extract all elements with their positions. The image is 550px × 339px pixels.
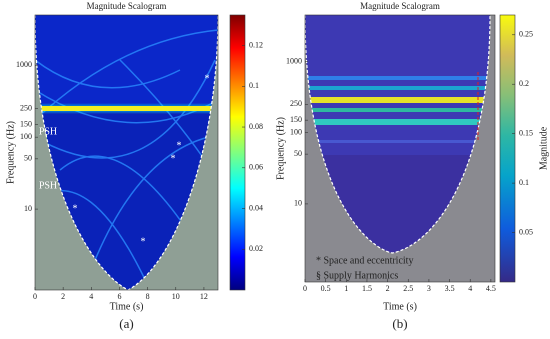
colorbar-tick-label: 0.02 [249, 244, 263, 253]
scalogram-image [304, 14, 496, 283]
x-tick-label: 0.5 [321, 284, 331, 293]
x-tick-label: 2.5 [403, 284, 413, 293]
colorbar-tick-label: 0.1 [519, 178, 529, 187]
colorbar-tick-label: 0.06 [249, 163, 263, 172]
y-tick-label: 10 [294, 199, 302, 208]
colorbar-tick-label: 0.15 [519, 128, 533, 137]
y-tick-label: 250 [290, 99, 302, 108]
legend-note: § Supply Harmonics [316, 270, 398, 281]
colorbar-tick-label: 0.08 [249, 122, 263, 131]
colorbar-tick-label: 0.2 [519, 79, 529, 88]
y-axis-label: Frequency (Hz) [275, 117, 286, 180]
x-tick-label: 3 [427, 284, 431, 293]
colorbar-tick-label: 0.04 [249, 203, 263, 212]
y-tick-label: 100 [20, 132, 32, 141]
x-tick-label: 12 [200, 292, 208, 301]
annotation: * [205, 73, 210, 84]
x-tick-label: 1.5 [362, 284, 372, 293]
annotation: * [73, 203, 78, 214]
y-tick-label: 1000 [16, 60, 32, 69]
y-tick-label: 1000 [286, 56, 302, 65]
x-tick-label: 10 [172, 292, 180, 301]
annotation: * [171, 153, 176, 164]
x-tick-label: 2 [386, 284, 390, 293]
y-tick-label: 50 [294, 149, 302, 158]
x-tick-label: 2 [61, 292, 65, 301]
x-tick-label: 1 [344, 284, 348, 293]
x-tick-label: 4.5 [486, 284, 496, 293]
panel-label: (a) [119, 316, 133, 331]
annotation: PSH [39, 180, 57, 191]
colorbar-tick-label: 0.25 [519, 30, 533, 39]
y-tick-label: 250 [20, 103, 32, 112]
x-axis-label: Time (s) [383, 301, 417, 312]
annotation: * [177, 140, 182, 151]
legend-note: * Space and eccentricity [316, 255, 413, 266]
colorbar-tick-label: 0.05 [519, 227, 533, 236]
chart-title: Magnitude Scalogram [87, 1, 167, 11]
y-tick-label: 10 [24, 204, 32, 213]
panel-label: (b) [392, 316, 407, 331]
colorbar-label: Magnitude [538, 126, 549, 170]
x-axis-label: Time (s) [110, 301, 144, 312]
x-tick-label: 0 [303, 284, 307, 293]
x-tick-label: 6 [117, 292, 121, 301]
colorbar-tick-label: 0.12 [249, 40, 263, 49]
y-axis-label: Frequency (Hz) [5, 121, 16, 184]
x-tick-label: 3.5 [445, 284, 455, 293]
colorbar [229, 14, 246, 291]
x-tick-label: 8 [146, 292, 150, 301]
annotation: PSH [39, 126, 57, 137]
scalogram-image [34, 14, 219, 291]
colorbar [499, 14, 516, 283]
y-tick-label: 100 [290, 128, 302, 137]
chart-title: Magnitude Scalogram [360, 1, 440, 11]
annotation: * [141, 236, 146, 247]
x-tick-label: 4 [89, 292, 93, 301]
x-tick-label: 4 [468, 284, 472, 293]
y-tick-label: 150 [20, 119, 32, 128]
y-tick-label: 50 [24, 154, 32, 163]
x-tick-label: 0 [33, 292, 37, 301]
y-tick-label: 150 [290, 115, 302, 124]
colorbar-tick-label: 0.1 [249, 81, 259, 90]
